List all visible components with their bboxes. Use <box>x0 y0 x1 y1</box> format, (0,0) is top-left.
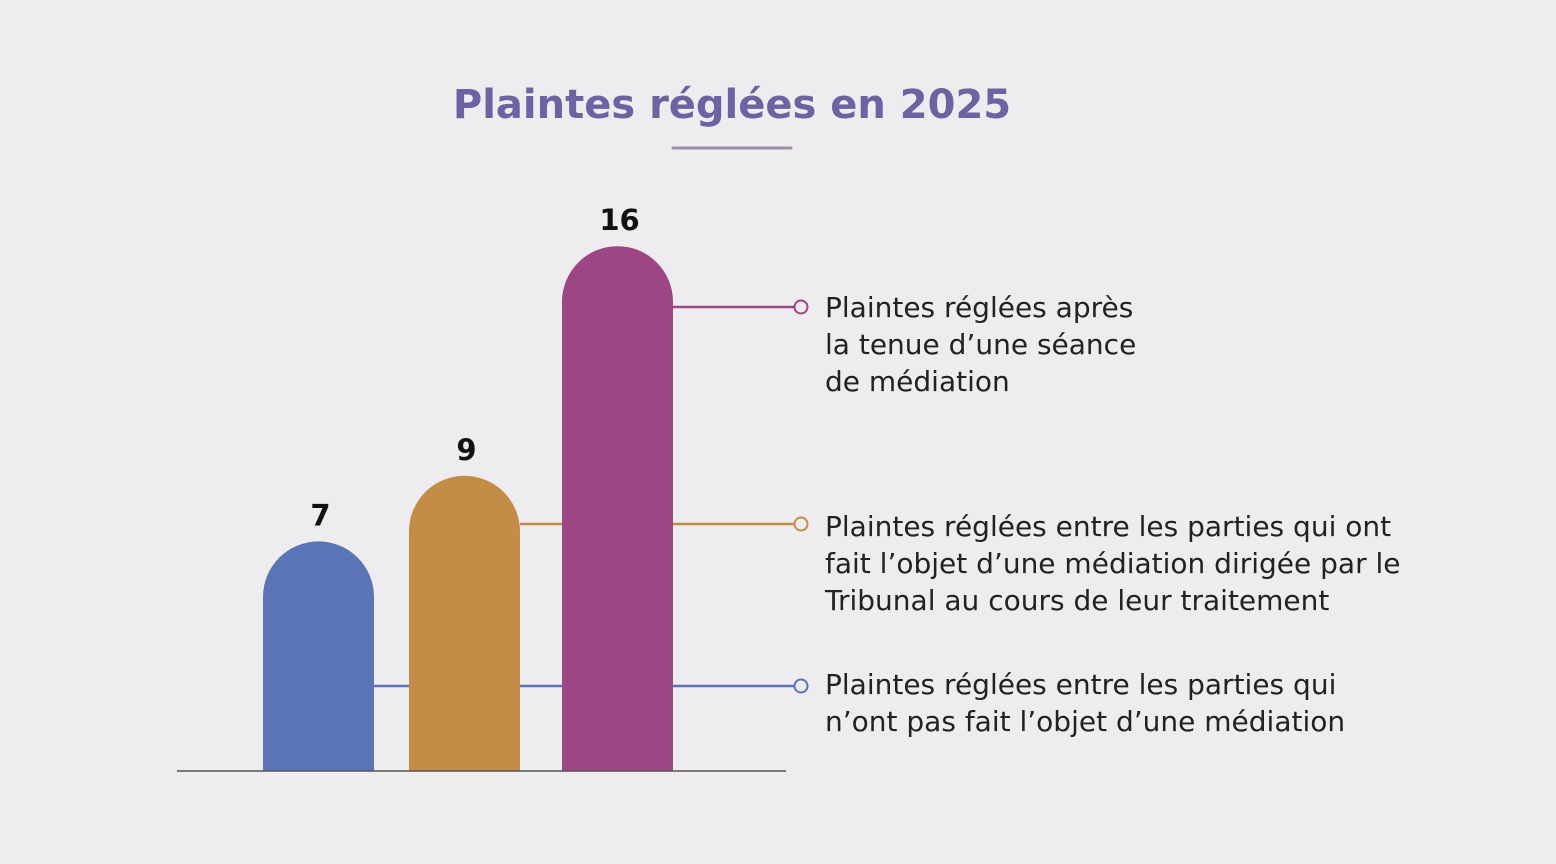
bar-3 <box>562 246 673 772</box>
legend: Plaintes réglées entre les parties qui n’… <box>793 291 1401 738</box>
legend-entry-3-line-3: de médiation <box>825 365 1010 398</box>
bars: 7 9 16 <box>263 203 673 772</box>
chart-title: Plaintes réglées en 2025 <box>453 82 1011 128</box>
value-label-2: 9 <box>456 433 476 467</box>
legend-entry-2-line-3: Tribunal au cours de leur traitement <box>824 584 1329 617</box>
legend-marker-3 <box>793 299 809 315</box>
legend-entry-1-line-1: Plaintes réglées entre les parties qui <box>825 668 1336 701</box>
value-label-1: 7 <box>310 498 330 532</box>
legend-entry-2: Plaintes réglées entre les parties qui o… <box>824 510 1401 617</box>
legend-entry-3-line-1: Plaintes réglées après <box>825 291 1133 324</box>
legend-entry-1-line-2: n’ont pas fait l’objet d’une médiation <box>825 705 1345 738</box>
legend-entry-1: Plaintes réglées entre les parties qui n’… <box>825 668 1345 738</box>
legend-entry-2-line-1: Plaintes réglées entre les parties qui o… <box>825 510 1391 543</box>
legend-entry-3-line-2: la tenue d’une séance <box>825 328 1136 361</box>
legend-entry-3: Plaintes réglées après la tenue d’une séa… <box>825 291 1136 398</box>
bar-2 <box>409 475 520 771</box>
legend-entry-2-line-2: fait l’objet d’une médiation dirigée par… <box>825 547 1401 580</box>
value-label-3: 16 <box>599 203 639 237</box>
legend-marker-1 <box>793 678 809 694</box>
legend-marker-2 <box>793 516 809 532</box>
bar-1 <box>263 541 374 771</box>
